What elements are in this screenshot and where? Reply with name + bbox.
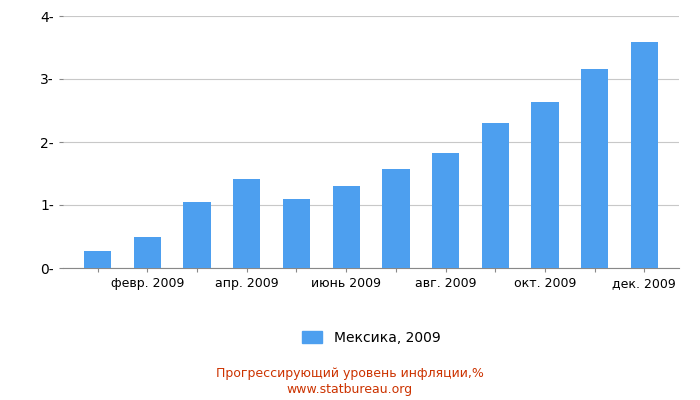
Bar (531, 102, 559, 268)
Bar (233, 178, 260, 268)
Bar (631, 42, 658, 268)
Text: Прогрессирующий уровень инфляции,%: Прогрессирующий уровень инфляции,% (216, 368, 484, 380)
Text: www.statbureau.org: www.statbureau.org (287, 384, 413, 396)
Bar (84, 251, 111, 268)
Bar (581, 69, 608, 268)
Bar (432, 153, 459, 268)
Bar (332, 186, 360, 268)
Bar (283, 199, 310, 268)
Bar (134, 236, 161, 268)
Legend: Мексика, 2009: Мексика, 2009 (296, 325, 446, 350)
Bar (183, 202, 211, 268)
Bar (482, 123, 509, 268)
Bar (382, 169, 410, 268)
